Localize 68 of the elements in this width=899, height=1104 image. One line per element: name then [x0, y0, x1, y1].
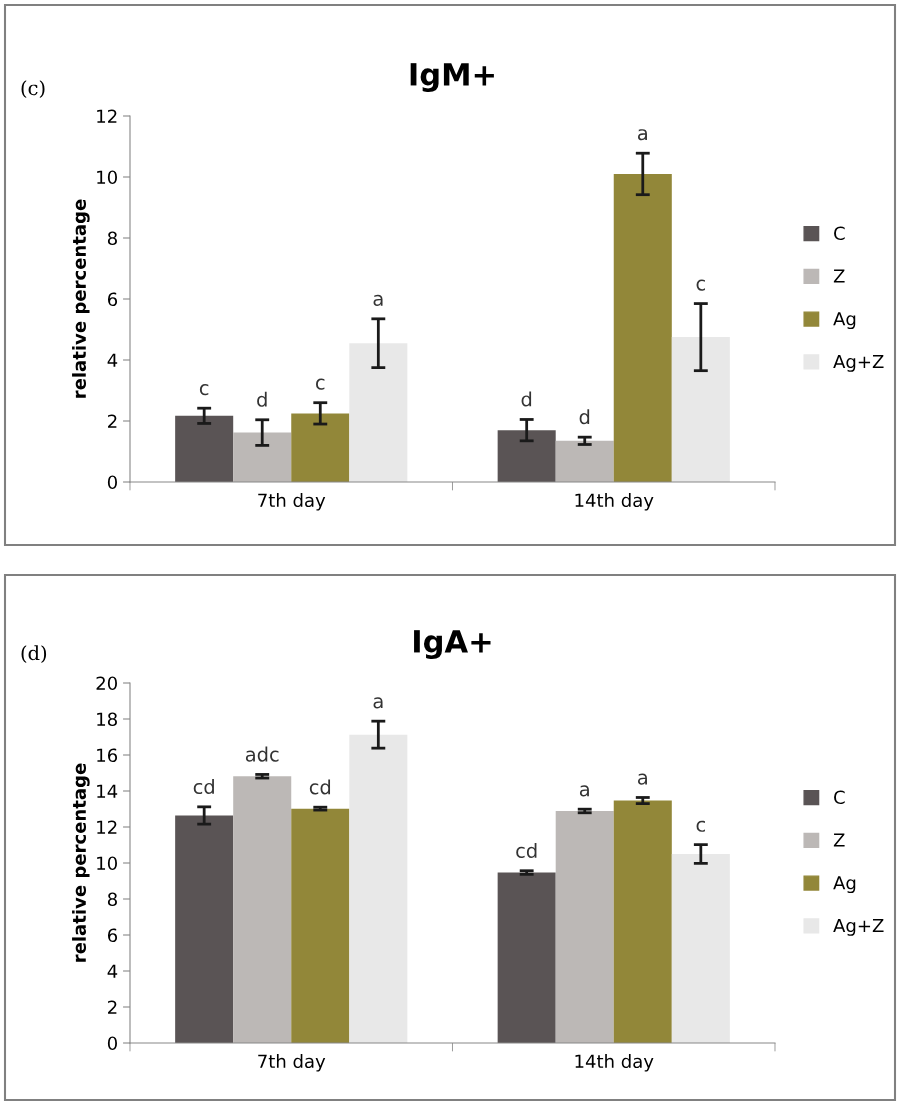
- data-label: cd: [309, 779, 331, 795]
- legend-label: Ag+Z: [833, 918, 884, 936]
- bar: [233, 432, 292, 482]
- y-tick-label: 4: [107, 964, 118, 978]
- y-tick-label: 16: [97, 748, 118, 763]
- bar: [671, 337, 730, 482]
- bar: [671, 854, 730, 1043]
- data-label: c: [696, 820, 705, 832]
- y-tick-label: 0: [107, 1036, 117, 1051]
- legend-label: C: [834, 226, 845, 241]
- data-label: c: [316, 378, 325, 390]
- y-tick-label: 0: [107, 475, 117, 490]
- y-tick-label: 12: [97, 109, 117, 123]
- bar: [555, 440, 614, 482]
- x-tick-label: 14th day: [575, 493, 654, 511]
- legend-label: Z: [833, 269, 845, 283]
- y-tick-label: 18: [97, 712, 117, 727]
- data-label: a: [373, 294, 383, 306]
- y-tick-label: 6: [107, 292, 118, 307]
- data-label: a: [637, 129, 647, 141]
- data-label: c: [696, 279, 705, 291]
- legend-label: Z: [833, 833, 845, 847]
- data-label: cd: [193, 779, 214, 795]
- x-tick-label: 7th day: [258, 493, 326, 511]
- data-label: c: [199, 384, 209, 396]
- bar: [175, 815, 234, 1043]
- y-tick-label: 2: [108, 414, 117, 428]
- legend-label: Ag: [833, 876, 856, 894]
- data-label: a: [373, 697, 383, 709]
- y-tick-label: 14: [97, 784, 118, 798]
- y-tick-label: 4: [107, 353, 118, 367]
- bar: [349, 343, 408, 482]
- data-label: cd: [516, 842, 537, 858]
- y-tick-label: 12: [97, 820, 117, 834]
- bar: [613, 800, 672, 1043]
- y-tick-label: 10: [97, 170, 117, 185]
- bar: [291, 413, 350, 482]
- data-label: adc: [245, 746, 279, 762]
- y-tick-label: 8: [107, 231, 117, 246]
- y-tick-label: 2: [108, 1000, 117, 1014]
- y-axis-title: relative percentage: [72, 199, 90, 398]
- data-label: d: [257, 391, 267, 407]
- bar: [497, 430, 556, 482]
- bar: [555, 810, 614, 1043]
- chart-title: IgM+: [410, 63, 494, 93]
- y-tick-label: 6: [107, 928, 118, 943]
- legend-label: C: [834, 790, 845, 805]
- text: (c): [21, 80, 45, 99]
- y-axis-title: relative percentage: [72, 763, 90, 962]
- data-label: a: [637, 773, 647, 785]
- bar: [175, 415, 234, 482]
- bar: [291, 808, 350, 1043]
- y-tick-label: 8: [107, 892, 117, 907]
- x-tick-label: 7th day: [258, 1054, 326, 1072]
- text: (d): [21, 645, 47, 664]
- data-label: a: [579, 785, 589, 797]
- bar: [613, 173, 672, 482]
- data-label: d: [521, 391, 532, 407]
- x-tick-label: 14th day: [575, 1054, 654, 1072]
- y-tick-label: 10: [97, 856, 117, 871]
- bar: [497, 872, 556, 1043]
- bar: [349, 734, 408, 1043]
- data-label: d: [579, 409, 590, 425]
- y-tick-label: 20: [96, 676, 117, 691]
- legend-label: Ag+Z: [833, 354, 884, 372]
- chart-title: IgA+: [414, 630, 491, 660]
- legend-label: Ag: [833, 312, 856, 330]
- bar: [233, 776, 292, 1043]
